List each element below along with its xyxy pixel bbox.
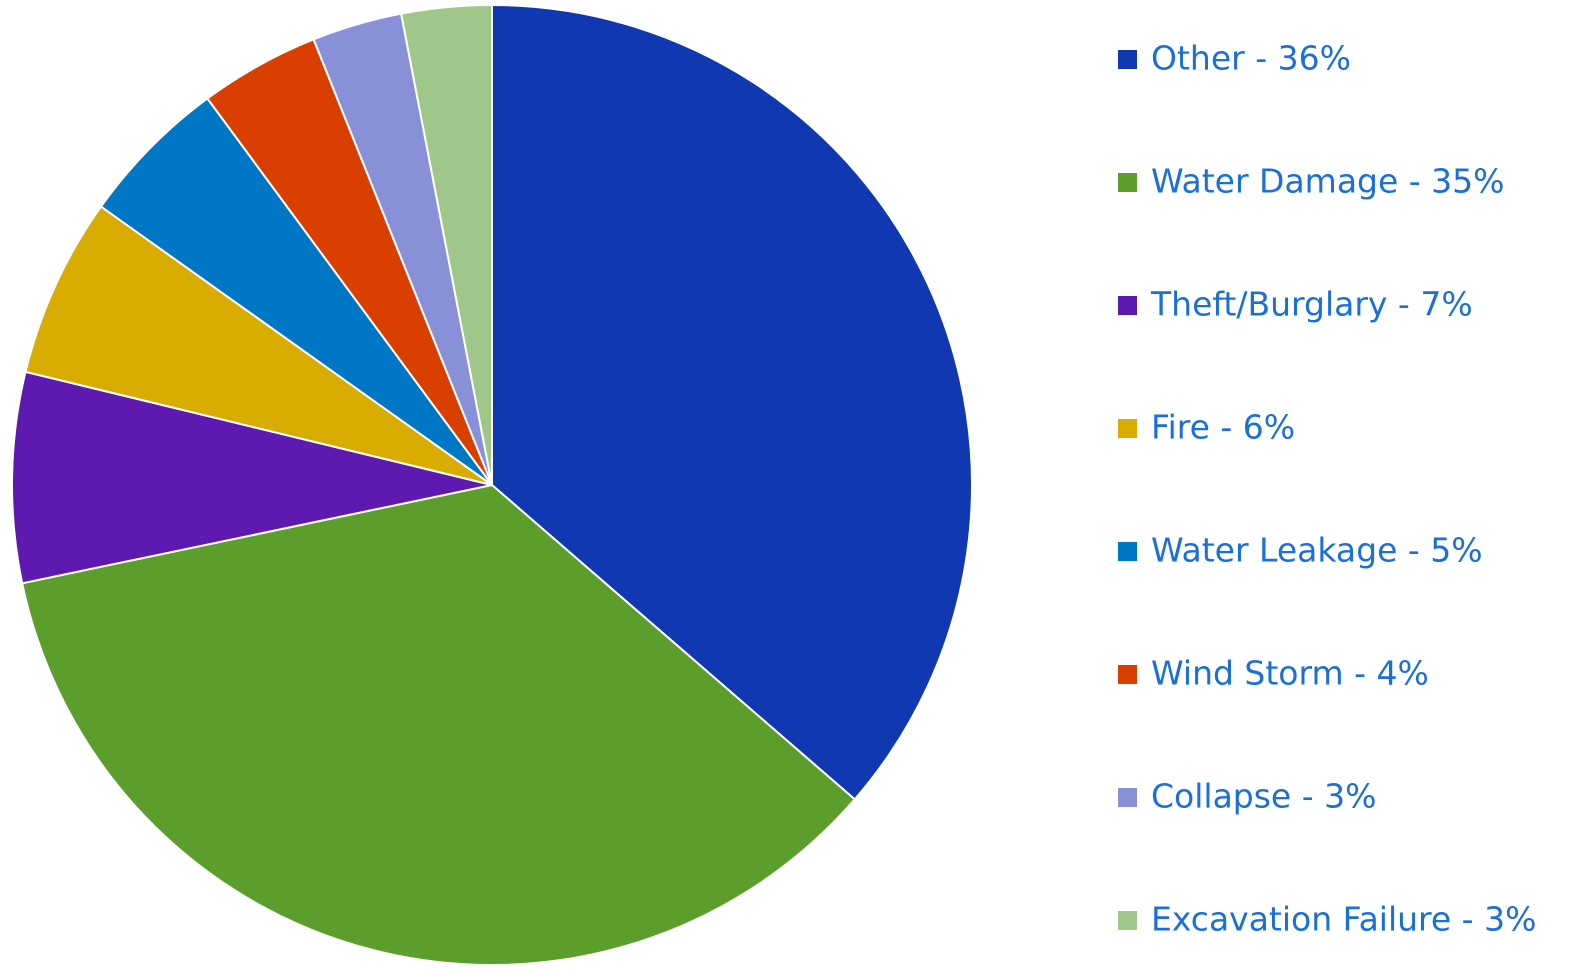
legend-label: Collapse - 3% xyxy=(1151,777,1376,816)
legend-swatch xyxy=(1118,296,1137,315)
legend-label: Water Leakage - 5% xyxy=(1151,531,1483,570)
legend-label: Excavation Failure - 3% xyxy=(1151,900,1536,939)
legend-swatch xyxy=(1118,50,1137,69)
legend-swatch xyxy=(1118,419,1137,438)
legend-swatch xyxy=(1118,173,1137,192)
legend-label: Other - 36% xyxy=(1151,39,1351,78)
legend: Other - 36% Water Damage - 35% Theft/Burgl… xyxy=(1118,39,1536,939)
legend-label: Water Damage - 35% xyxy=(1151,162,1505,201)
pie xyxy=(11,3,973,966)
pie-slice xyxy=(491,3,973,801)
pie-slice xyxy=(20,483,857,966)
legend-label: Wind Storm - 4% xyxy=(1151,654,1429,693)
pie-slice xyxy=(99,97,493,486)
pie-slice xyxy=(24,205,493,486)
legend-label: Fire - 6% xyxy=(1151,408,1295,447)
legend-swatch xyxy=(1118,911,1137,930)
legend-swatch xyxy=(1118,788,1137,807)
legend-label: Theft/Burglary - 7% xyxy=(1150,285,1473,324)
pie-slice xyxy=(399,3,493,486)
pie-slice xyxy=(11,370,493,585)
legend-swatch xyxy=(1118,665,1137,684)
legend-swatch xyxy=(1118,542,1137,561)
